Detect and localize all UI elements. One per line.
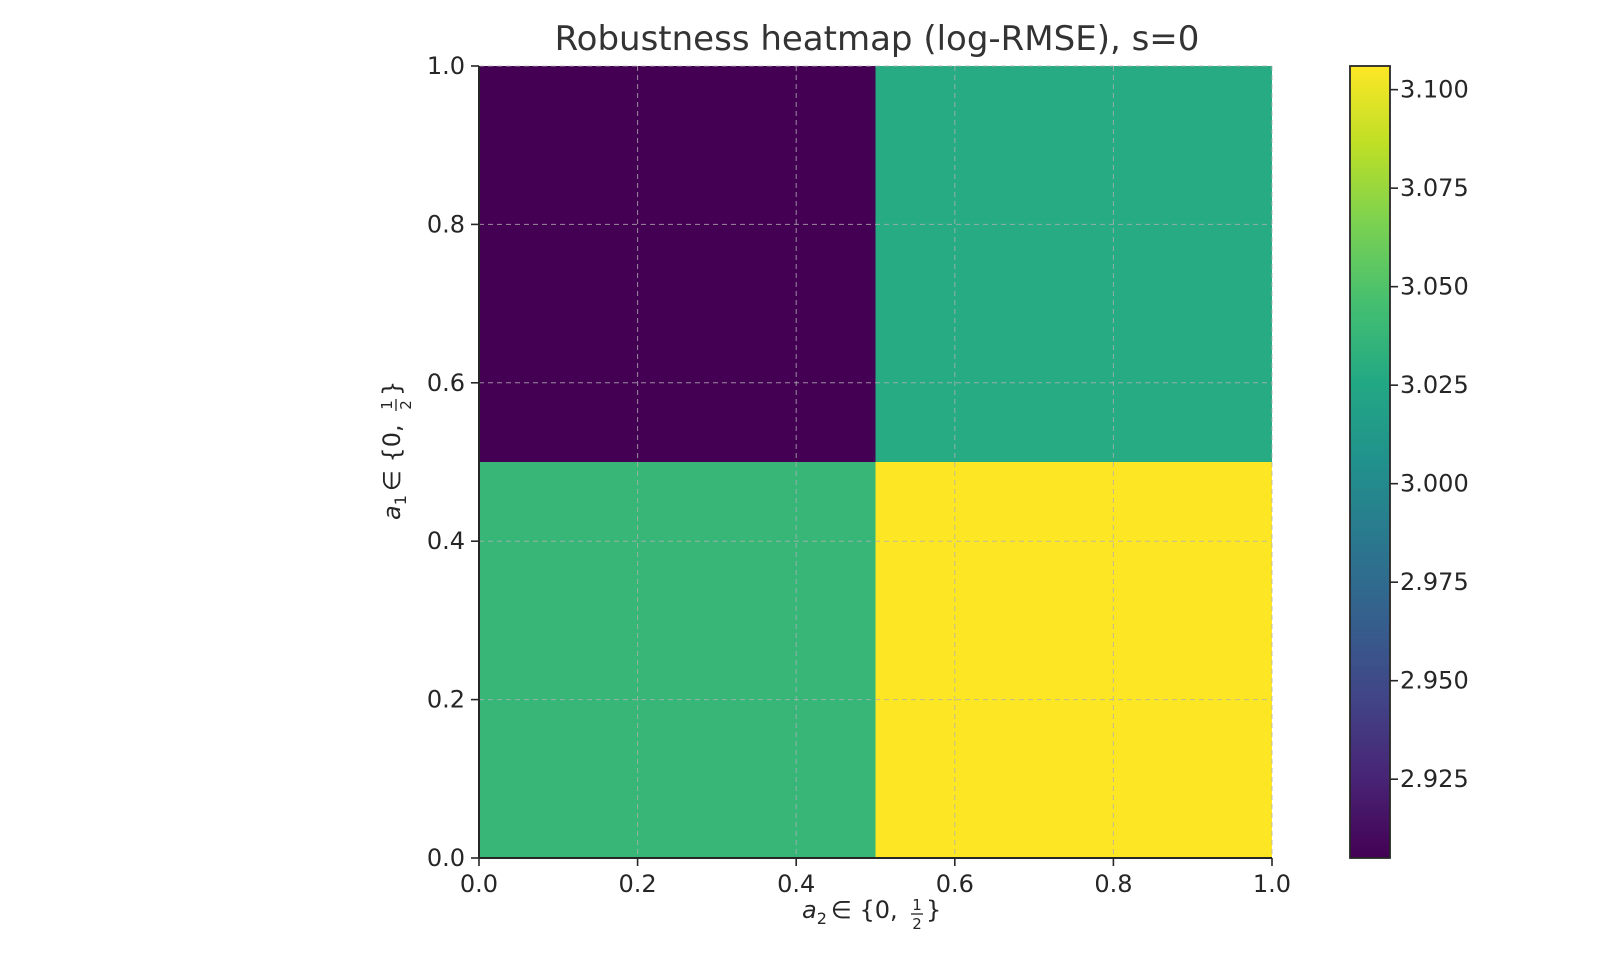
y-tick-label: 0.0 xyxy=(427,844,465,872)
y-tick-label: 0.2 xyxy=(427,686,465,714)
x-axis-ticks: 0.0 0.2 0.4 0.6 0.8 1.0 xyxy=(460,858,1291,898)
colorbar-ticks: 2.925 2.950 2.975 3.000 3.025 3.050 3.075 3.100 xyxy=(1390,76,1469,793)
svg-text:}: } xyxy=(378,381,406,396)
svg-text:a1∈ {0,: a1∈ {0, xyxy=(378,424,410,520)
colorbar-tick-label: 2.950 xyxy=(1400,667,1469,695)
colorbar-tick-label: 3.025 xyxy=(1400,371,1469,399)
x-tick-label: 0.6 xyxy=(936,870,974,898)
heatmap-cells xyxy=(479,66,1272,858)
x-tick-label: 1.0 xyxy=(1253,870,1291,898)
colorbar-tick-label: 2.925 xyxy=(1400,765,1469,793)
svg-text:1: 1 xyxy=(912,896,922,914)
colorbar: 2.925 2.950 2.975 3.000 3.025 3.050 3.075 3.100 xyxy=(1349,65,1469,859)
y-axis-label: a1∈ {0, 1 2 } xyxy=(378,381,415,520)
heatmap-cell xyxy=(875,66,1272,462)
heatmap-cell xyxy=(479,66,876,462)
colorbar-tick-label: 3.000 xyxy=(1400,470,1469,498)
y-tick-label: 1.0 xyxy=(427,52,465,80)
heatmap-cell xyxy=(479,462,876,858)
x-axis-label: a2 ∈ {0, 1 2 } xyxy=(802,896,941,933)
svg-text:1: 1 xyxy=(378,400,396,410)
heatmap-cell xyxy=(875,462,1272,858)
colorbar-tick-label: 3.050 xyxy=(1400,273,1469,301)
svg-text:a2∈ {0,: a2 ∈ {0, xyxy=(802,896,898,928)
x-tick-label: 0.4 xyxy=(777,870,815,898)
x-tick-label: 0.0 xyxy=(460,870,498,898)
svg-text:}: } xyxy=(926,896,941,924)
y-tick-label: 0.8 xyxy=(427,210,465,238)
svg-text:2: 2 xyxy=(912,915,922,933)
chart-title: Robustness heatmap (log-RMSE), s=0 xyxy=(555,19,1200,59)
x-tick-label: 0.2 xyxy=(619,870,657,898)
colorbar-frame xyxy=(1349,65,1391,859)
y-axis-ticks: 0.0 0.2 0.4 0.6 0.8 1.0 xyxy=(427,52,479,872)
plot-axes xyxy=(478,66,1272,859)
colorbar-tick-label: 2.975 xyxy=(1400,568,1469,596)
colorbar-gradient xyxy=(1350,66,1390,858)
svg-text:2: 2 xyxy=(397,400,415,410)
colorbar-tick-label: 3.100 xyxy=(1400,76,1469,104)
colorbar-tick-label: 3.075 xyxy=(1400,174,1469,202)
y-tick-label: 0.6 xyxy=(427,369,465,397)
x-tick-label: 0.8 xyxy=(1094,870,1132,898)
y-tick-label: 0.4 xyxy=(427,527,465,555)
